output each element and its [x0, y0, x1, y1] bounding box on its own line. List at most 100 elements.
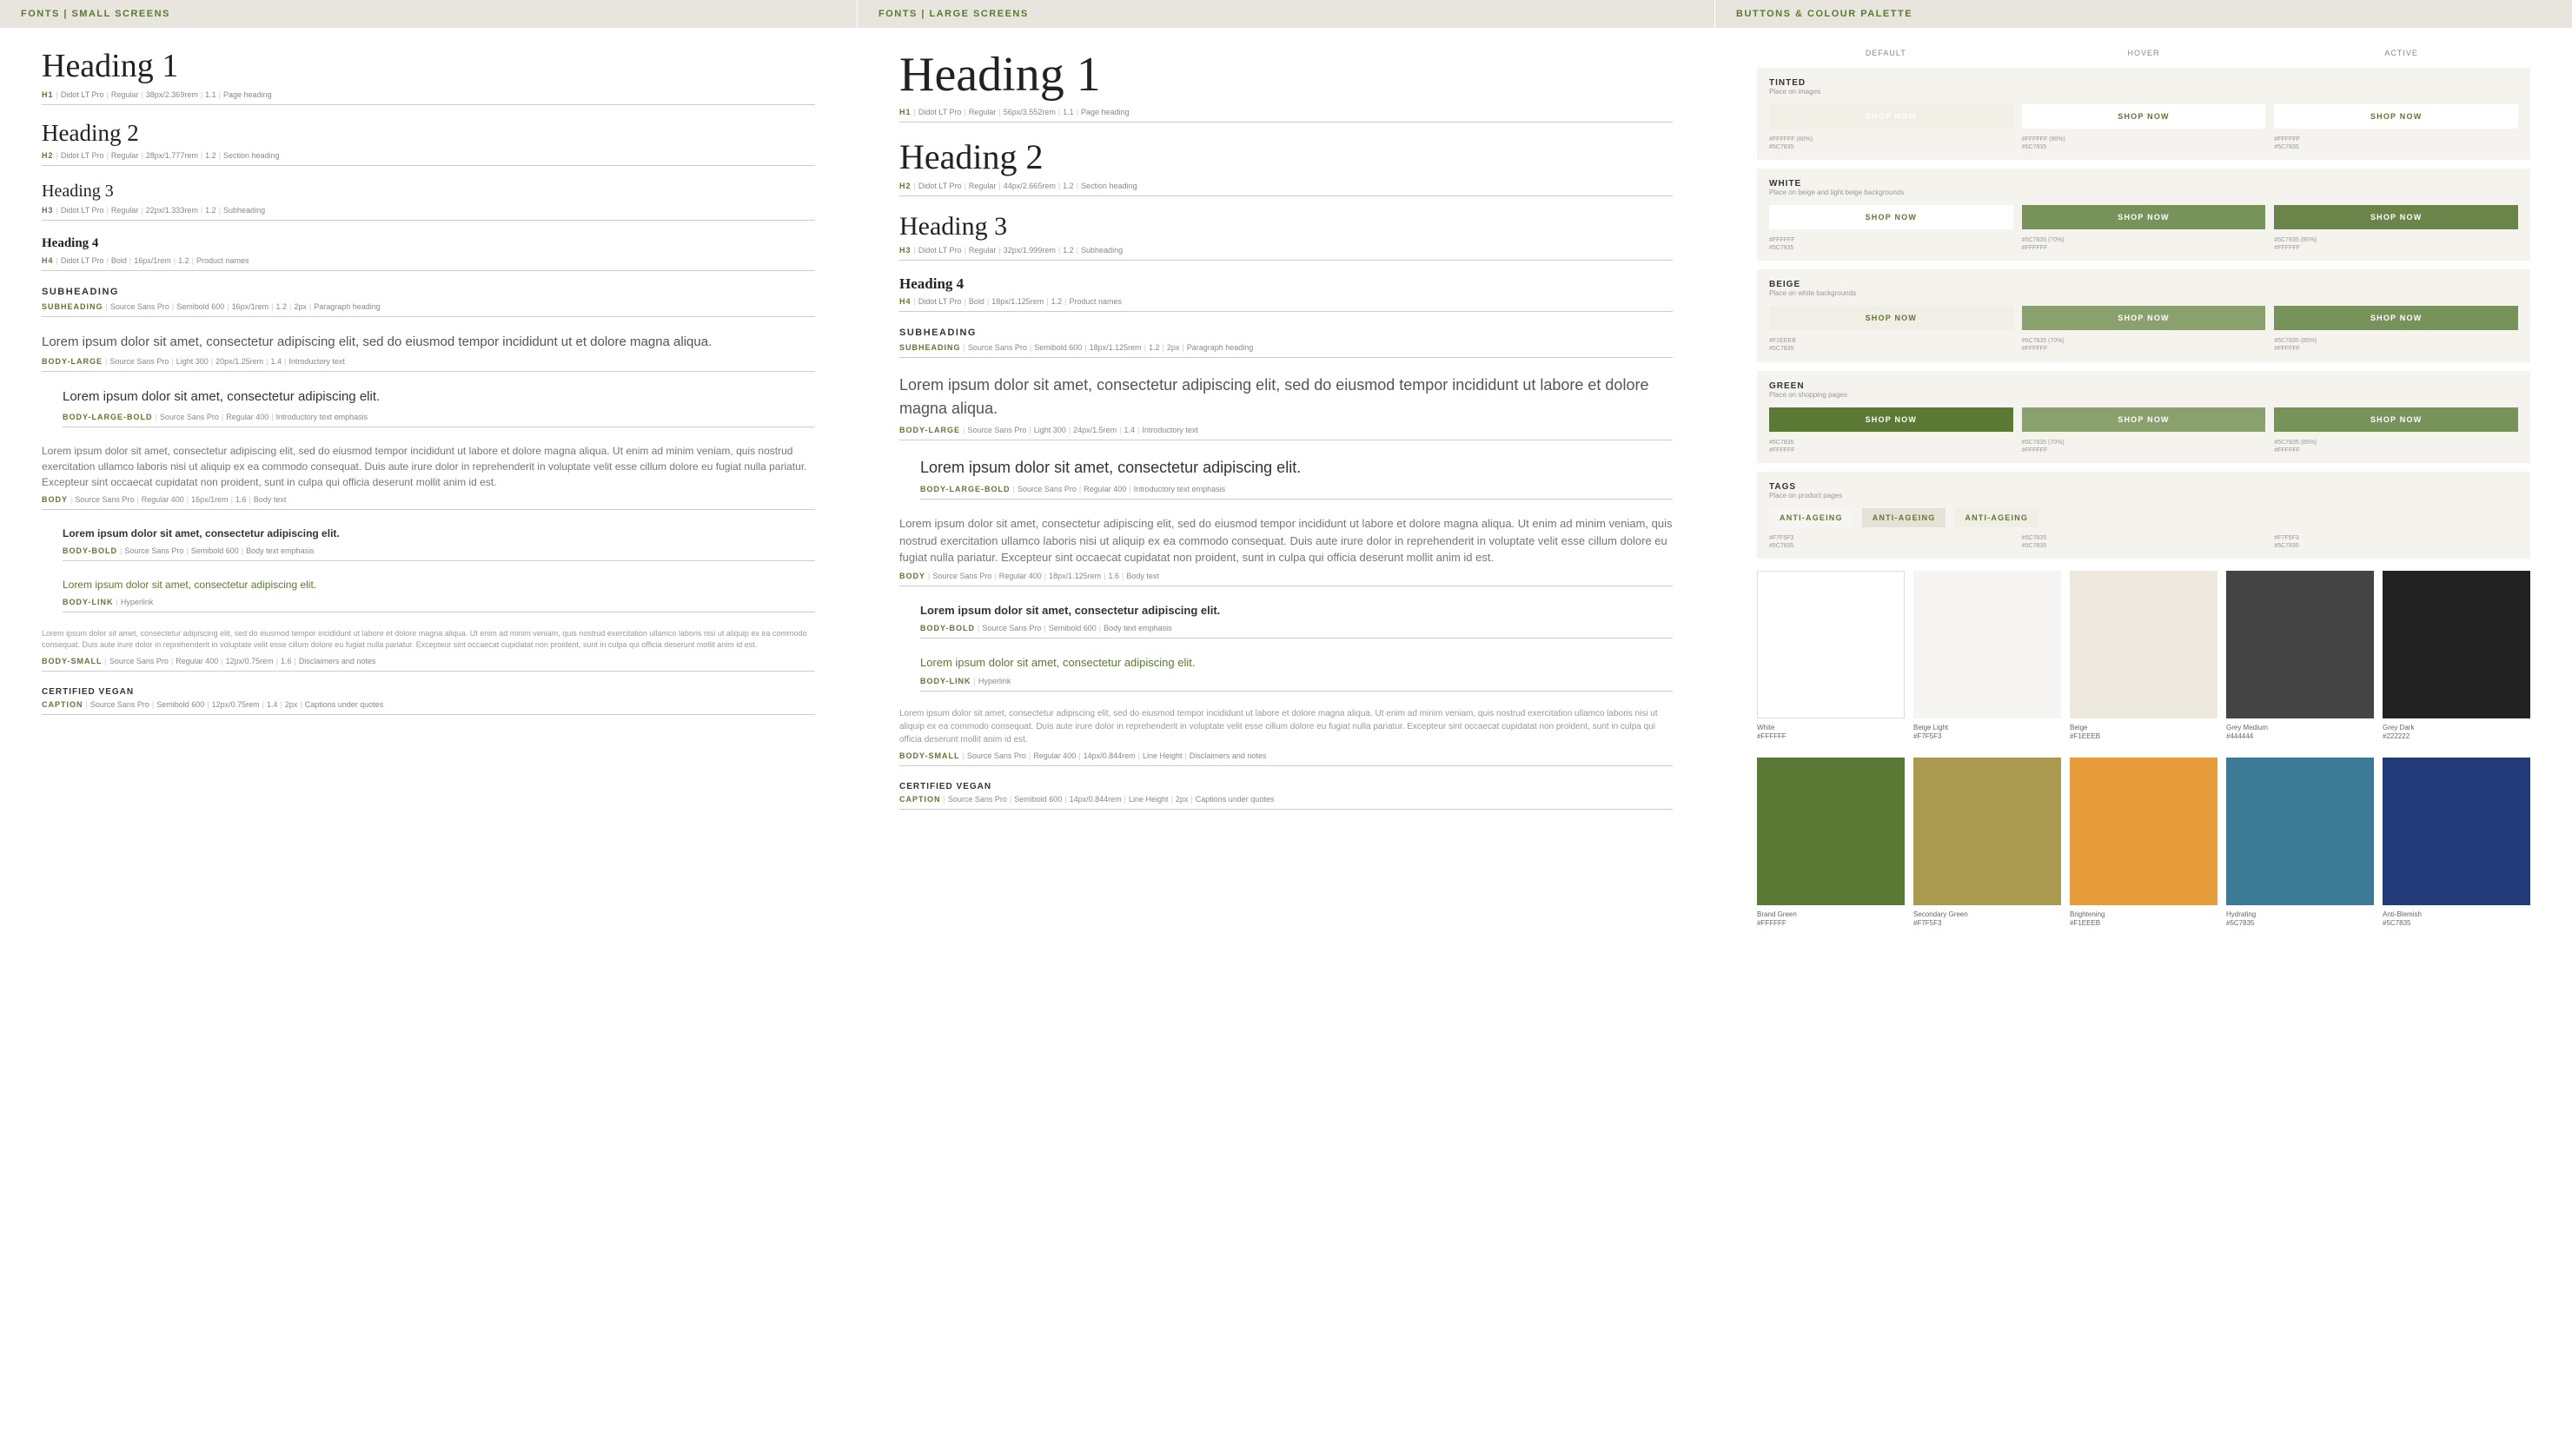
tag-item[interactable]: ANTI-AGEING — [1862, 508, 1946, 527]
shop-now-button[interactable]: SHOP NOW — [1769, 205, 2013, 229]
button-group-beige: BEIGE Place on white backgrounds SHOP NO… — [1757, 269, 2530, 361]
h3-spec: Heading 3 H3|Didot LT Pro|Regular|22px/1… — [42, 182, 815, 221]
body-sample: Lorem ipsum dolor sit amet, consectetur … — [42, 443, 815, 490]
button-color-codes: #5C7835 (70%)#FFFFFF — [2022, 337, 2266, 353]
tag-item[interactable]: ANTI-AGEING — [1954, 508, 2038, 527]
shop-now-button[interactable]: SHOP NOW — [2022, 205, 2266, 229]
h2-meta: H2|Didot LT Pro|Regular|44px/2.665rem|1.… — [899, 182, 1673, 196]
swatch-item: Secondary Green#F7F5F3 — [1913, 758, 2061, 929]
col-hover: HOVER — [2015, 49, 2273, 57]
body-large-sample: Lorem ipsum dolor sit amet, consectetur … — [42, 333, 815, 353]
panel-body-large: Heading 1 H1|Didot LT Pro|Regular|56px/3… — [858, 28, 1714, 860]
body-bold-meta: BODY-BOLD|Source Sans Pro|Semibold 600|B… — [63, 546, 815, 561]
body-small-sample: Lorem ipsum dolor sit amet, consectetur … — [899, 707, 1673, 746]
body-large-bold-spec: Lorem ipsum dolor sit amet, consectetur … — [63, 387, 815, 427]
body-large-bold-sample: Lorem ipsum dolor sit amet, consectetur … — [63, 387, 815, 407]
swatch-label: Brand Green#FFFFFF — [1757, 910, 1905, 929]
subheading-spec: SUBHEADING SUBHEADING|Source Sans Pro|Se… — [42, 287, 815, 317]
panel-header-buttons: BUTTONS & COLOUR PALETTE — [1715, 0, 2572, 28]
shop-now-button[interactable]: SHOP NOW — [2274, 407, 2518, 432]
tags-subtitle: Place on product pages — [1769, 492, 2518, 500]
swatch-label: Beige#F1EEEB — [2070, 724, 2217, 742]
body-small-meta: BODY-SMALL|Source Sans Pro|Regular 400|1… — [899, 751, 1673, 766]
swatch-color — [2226, 758, 2374, 905]
subheading-meta: SUBHEADING|Source Sans Pro|Semibold 600|… — [899, 343, 1673, 358]
shop-now-button[interactable]: SHOP NOW — [2274, 205, 2518, 229]
button-group-title: WHITE — [1769, 179, 2518, 189]
body-link-meta: BODY-LINK|Hyperlink — [63, 598, 815, 612]
shop-now-button[interactable]: SHOP NOW — [2022, 104, 2266, 129]
body-link-meta: BODY-LINK|Hyperlink — [920, 677, 1673, 692]
button-color-codes: #FFFFFF (90%)#5C7835 — [2022, 136, 2266, 151]
h4-spec: Heading 4 H4|Didot LT Pro|Bold|16px/1rem… — [42, 236, 815, 271]
body-link-spec: Lorem ipsum dolor sit amet, consectetur … — [920, 654, 1673, 692]
h3-meta: H3|Didot LT Pro|Regular|32px/1.999rem|1.… — [899, 246, 1673, 261]
panel-large-screens: FONTS | LARGE SCREENS Heading 1 H1|Didot… — [858, 0, 1715, 979]
caption-spec: CERTIFIED VEGAN CAPTION|Source Sans Pro|… — [899, 782, 1673, 810]
button-color-codes: #FFFFFF#5C7835 — [1769, 236, 2013, 252]
h3-sample: Heading 3 — [899, 212, 1673, 241]
swatch-label: Hydrating#5C7835 — [2226, 910, 2374, 929]
button-color-codes: #F1EEEB#5C7835 — [1769, 337, 2013, 353]
tag-item[interactable]: ANTI-AGEING — [1769, 508, 1853, 527]
swatch-color — [2383, 571, 2530, 718]
button-color-codes: #5C7835 (85%)#FFFFFF — [2274, 337, 2518, 353]
body-large-spec: Lorem ipsum dolor sit amet, consectetur … — [42, 333, 815, 373]
swatch-item: Grey Dark#222222 — [2383, 571, 2530, 742]
swatch-item: Brand Green#FFFFFF — [1757, 758, 1905, 929]
col-active: ACTIVE — [2272, 49, 2530, 57]
button-group-title: GREEN — [1769, 381, 2518, 391]
swatch-color — [1757, 758, 1905, 905]
shop-now-button[interactable]: SHOP NOW — [1769, 306, 2013, 330]
swatch-row: White#FFFFFF Beige Light#F7F5F3 Beige#F1… — [1757, 571, 2530, 742]
body-sample: Lorem ipsum dolor sit amet, consectetur … — [899, 515, 1673, 566]
h4-sample: Heading 4 — [899, 276, 1673, 293]
panel-buttons: BUTTONS & COLOUR PALETTE DEFAULT HOVER A… — [1715, 0, 2572, 979]
button-group-white: WHITE Place on beige and light beige bac… — [1757, 169, 2530, 261]
body-bold-sample: Lorem ipsum dolor sit amet, consectetur … — [63, 526, 815, 541]
button-color-codes: #5C7835 (70%)#FFFFFF — [2022, 236, 2266, 252]
button-state-columns: DEFAULT HOVER ACTIVE — [1757, 49, 2530, 57]
style-guide-container: FONTS | SMALL SCREENS Heading 1 H1|Didot… — [0, 0, 2572, 979]
button-group-title: BEIGE — [1769, 280, 2518, 289]
swatch-color — [2070, 758, 2217, 905]
swatch-label: Secondary Green#F7F5F3 — [1913, 910, 2061, 929]
h2-sample: Heading 2 — [899, 138, 1673, 176]
shop-now-button[interactable]: SHOP NOW — [2274, 104, 2518, 129]
body-meta: BODY|Source Sans Pro|Regular 400|18px/1.… — [899, 572, 1673, 586]
shop-now-button[interactable]: SHOP NOW — [2022, 306, 2266, 330]
shop-now-button[interactable]: SHOP NOW — [1769, 104, 2013, 129]
button-group-subtitle: Place on beige and light beige backgroun… — [1769, 189, 2518, 196]
shop-now-button[interactable]: SHOP NOW — [2274, 306, 2518, 330]
swatch-color — [1913, 571, 2061, 718]
swatch-color — [2070, 571, 2217, 718]
swatch-label: White#FFFFFF — [1757, 724, 1905, 742]
h3-spec: Heading 3 H3|Didot LT Pro|Regular|32px/1… — [899, 212, 1673, 261]
shop-now-button[interactable]: SHOP NOW — [1769, 407, 2013, 432]
swatch-item: Anti-Blemish#5C7835 — [2383, 758, 2530, 929]
panel-header-large: FONTS | LARGE SCREENS — [858, 0, 1714, 28]
body-bold-spec: Lorem ipsum dolor sit amet, consectetur … — [63, 526, 815, 561]
button-group-tinted: TINTED Place on images SHOP NOWSHOP NOWS… — [1757, 68, 2530, 160]
body-spec: Lorem ipsum dolor sit amet, consectetur … — [42, 443, 815, 510]
body-bold-meta: BODY-BOLD|Source Sans Pro|Semibold 600|B… — [920, 624, 1673, 639]
h3-meta: H3|Didot LT Pro|Regular|22px/1.333rem|1.… — [42, 206, 815, 221]
body-link-spec: Lorem ipsum dolor sit amet, consectetur … — [63, 577, 815, 612]
h1-sample: Heading 1 — [42, 49, 815, 85]
swatch-item: Grey Medium#444444 — [2226, 571, 2374, 742]
shop-now-button[interactable]: SHOP NOW — [2022, 407, 2266, 432]
body-bold-spec: Lorem ipsum dolor sit amet, consectetur … — [920, 602, 1673, 639]
button-color-codes: #5C7835 (70%)#FFFFFF — [2022, 439, 2266, 454]
panel-body-buttons: DEFAULT HOVER ACTIVE TINTED Place on ima… — [1715, 28, 2572, 979]
button-group-subtitle: Place on images — [1769, 88, 2518, 96]
body-large-meta: BODY-LARGE|Source Sans Pro|Light 300|20p… — [42, 357, 815, 372]
body-large-spec: Lorem ipsum dolor sit amet, consectetur … — [899, 374, 1673, 440]
body-large-sample: Lorem ipsum dolor sit amet, consectetur … — [899, 374, 1673, 420]
body-large-bold-meta: BODY-LARGE-BOLD|Source Sans Pro|Regular … — [63, 413, 815, 427]
swatch-color — [2383, 758, 2530, 905]
h2-spec: Heading 2 H2|Didot LT Pro|Regular|44px/2… — [899, 138, 1673, 196]
tags-title: TAGS — [1769, 482, 2518, 492]
swatch-row: Brand Green#FFFFFF Secondary Green#F7F5F… — [1757, 758, 2530, 929]
caption-sample: CERTIFIED VEGAN — [42, 687, 815, 697]
caption-meta: CAPTION|Source Sans Pro|Semibold 600|14p… — [899, 795, 1673, 810]
